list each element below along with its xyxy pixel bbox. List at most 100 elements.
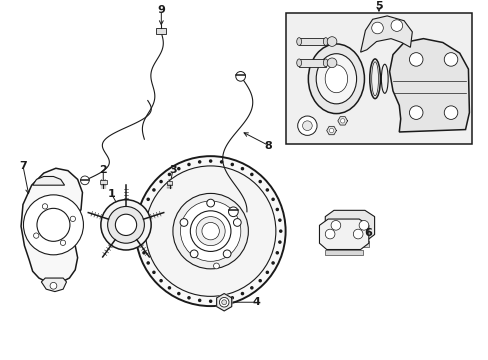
Ellipse shape <box>296 38 301 45</box>
Circle shape <box>233 219 241 226</box>
Circle shape <box>187 163 190 166</box>
Circle shape <box>206 199 214 207</box>
Circle shape <box>60 240 65 246</box>
Circle shape <box>266 189 268 191</box>
Circle shape <box>209 160 211 162</box>
Circle shape <box>160 180 162 183</box>
Circle shape <box>223 250 230 258</box>
Polygon shape <box>21 168 82 283</box>
Circle shape <box>221 300 226 305</box>
Circle shape <box>135 156 285 306</box>
Circle shape <box>145 166 275 296</box>
Circle shape <box>329 129 333 133</box>
Circle shape <box>330 220 340 230</box>
Circle shape <box>209 300 211 302</box>
Circle shape <box>371 22 383 34</box>
Circle shape <box>326 58 336 68</box>
Circle shape <box>302 121 311 131</box>
Circle shape <box>70 216 75 221</box>
Circle shape <box>23 195 83 255</box>
Ellipse shape <box>296 59 301 67</box>
Circle shape <box>173 193 248 269</box>
Circle shape <box>42 204 47 209</box>
Circle shape <box>187 297 190 299</box>
Polygon shape <box>325 249 362 255</box>
Circle shape <box>81 176 89 185</box>
Polygon shape <box>326 126 336 135</box>
Circle shape <box>325 229 334 239</box>
Bar <box>156 28 166 34</box>
Ellipse shape <box>323 59 327 67</box>
Circle shape <box>115 214 136 235</box>
Circle shape <box>160 280 162 282</box>
Circle shape <box>231 297 233 299</box>
Circle shape <box>220 299 222 301</box>
Circle shape <box>340 119 344 123</box>
Circle shape <box>140 241 142 243</box>
Polygon shape <box>325 210 374 241</box>
Circle shape <box>107 207 144 243</box>
Circle shape <box>279 230 281 232</box>
Circle shape <box>180 219 187 226</box>
Circle shape <box>168 174 170 175</box>
Circle shape <box>278 241 281 243</box>
Circle shape <box>241 168 243 170</box>
Text: 3: 3 <box>169 165 176 175</box>
Circle shape <box>250 287 252 289</box>
Text: 6: 6 <box>363 228 371 238</box>
Circle shape <box>142 252 145 254</box>
Circle shape <box>142 208 145 211</box>
Circle shape <box>259 180 261 183</box>
Ellipse shape <box>325 65 347 93</box>
Circle shape <box>276 208 278 211</box>
Circle shape <box>190 211 230 251</box>
Circle shape <box>190 250 198 258</box>
Ellipse shape <box>308 44 364 114</box>
Circle shape <box>241 293 243 294</box>
Circle shape <box>271 198 274 201</box>
Circle shape <box>178 168 180 170</box>
Circle shape <box>408 106 422 120</box>
Circle shape <box>198 299 201 301</box>
Text: 1: 1 <box>107 189 115 199</box>
Circle shape <box>168 287 170 289</box>
Text: 7: 7 <box>19 161 27 171</box>
Circle shape <box>202 222 219 240</box>
Polygon shape <box>330 241 368 247</box>
Circle shape <box>278 219 281 221</box>
Polygon shape <box>389 39 468 132</box>
Circle shape <box>153 271 155 273</box>
Bar <box>299 59 325 67</box>
Circle shape <box>147 262 149 264</box>
Circle shape <box>358 220 368 230</box>
Circle shape <box>153 189 155 191</box>
Ellipse shape <box>371 62 378 96</box>
Circle shape <box>220 161 222 163</box>
Ellipse shape <box>316 54 356 104</box>
Circle shape <box>297 116 316 135</box>
Circle shape <box>266 271 268 273</box>
Circle shape <box>147 198 149 201</box>
Polygon shape <box>33 176 64 185</box>
Circle shape <box>250 174 252 175</box>
Circle shape <box>180 201 240 261</box>
Polygon shape <box>319 219 368 249</box>
Circle shape <box>50 282 57 289</box>
Polygon shape <box>360 16 411 52</box>
Polygon shape <box>216 293 231 311</box>
Circle shape <box>231 163 233 166</box>
Circle shape <box>140 219 142 221</box>
Bar <box>100 180 106 184</box>
Text: 2: 2 <box>99 165 107 175</box>
Circle shape <box>353 229 362 239</box>
Circle shape <box>443 106 457 120</box>
Text: 4: 4 <box>252 297 260 307</box>
Bar <box>299 38 325 45</box>
Circle shape <box>213 263 219 269</box>
Circle shape <box>178 293 180 294</box>
Circle shape <box>198 161 201 163</box>
Circle shape <box>37 208 70 241</box>
Circle shape <box>443 53 457 66</box>
Circle shape <box>34 233 39 238</box>
Circle shape <box>271 262 274 264</box>
